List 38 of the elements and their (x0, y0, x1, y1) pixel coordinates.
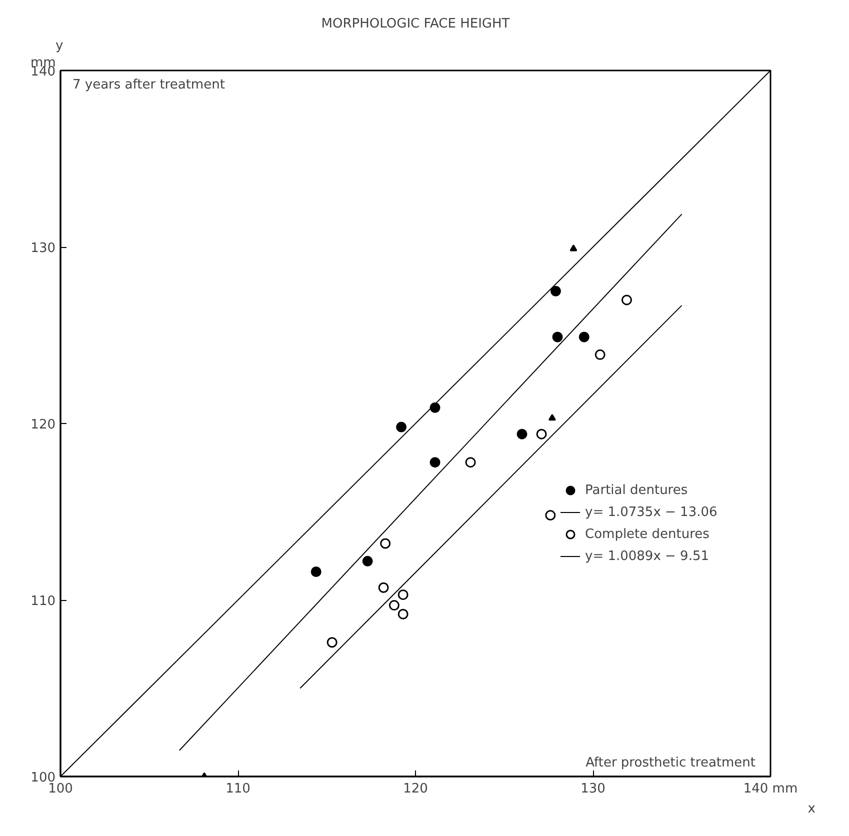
point (378, 582, 389, 593)
point (621, 294, 632, 306)
legend-label: y= 1.0089x − 9.51 (585, 548, 710, 564)
point (388, 600, 400, 611)
legend-label: Partial dentures (585, 482, 688, 498)
x-tick-label: 110 (226, 782, 250, 796)
point (552, 332, 563, 342)
x-tick-label: 140 mm (743, 782, 798, 796)
point (570, 244, 578, 252)
point (594, 349, 606, 360)
point (516, 428, 528, 440)
point (548, 414, 556, 421)
point (550, 286, 561, 296)
annotation: 7 years after treatment (72, 78, 225, 92)
point (310, 566, 322, 577)
chart-title: MORPHOLOGIC FACE HEIGHT (321, 16, 510, 32)
annotation: After prosthetic treatment (586, 756, 756, 770)
point (536, 428, 547, 440)
y-tick-label: 120 (30, 418, 56, 432)
point (465, 457, 476, 468)
point (430, 457, 440, 468)
point (398, 608, 408, 620)
x-axis-title: x (808, 802, 816, 816)
point (396, 422, 407, 432)
y-tick-label: 110 (30, 594, 56, 609)
y-axis-title: y (56, 38, 64, 54)
point (545, 510, 556, 521)
point (362, 556, 373, 566)
y-tick-label: 130 (30, 241, 56, 256)
point (326, 637, 338, 648)
legend-label: y= 1.0735x − 13.06 (585, 504, 718, 520)
point (380, 538, 391, 549)
point (398, 589, 408, 600)
x-tick-label: 120 (403, 782, 428, 796)
legend-label: Complete dentures (585, 526, 710, 542)
x-tick-label: 130 (580, 782, 606, 796)
point (578, 332, 590, 342)
x-tick-label: 100 (48, 782, 73, 796)
